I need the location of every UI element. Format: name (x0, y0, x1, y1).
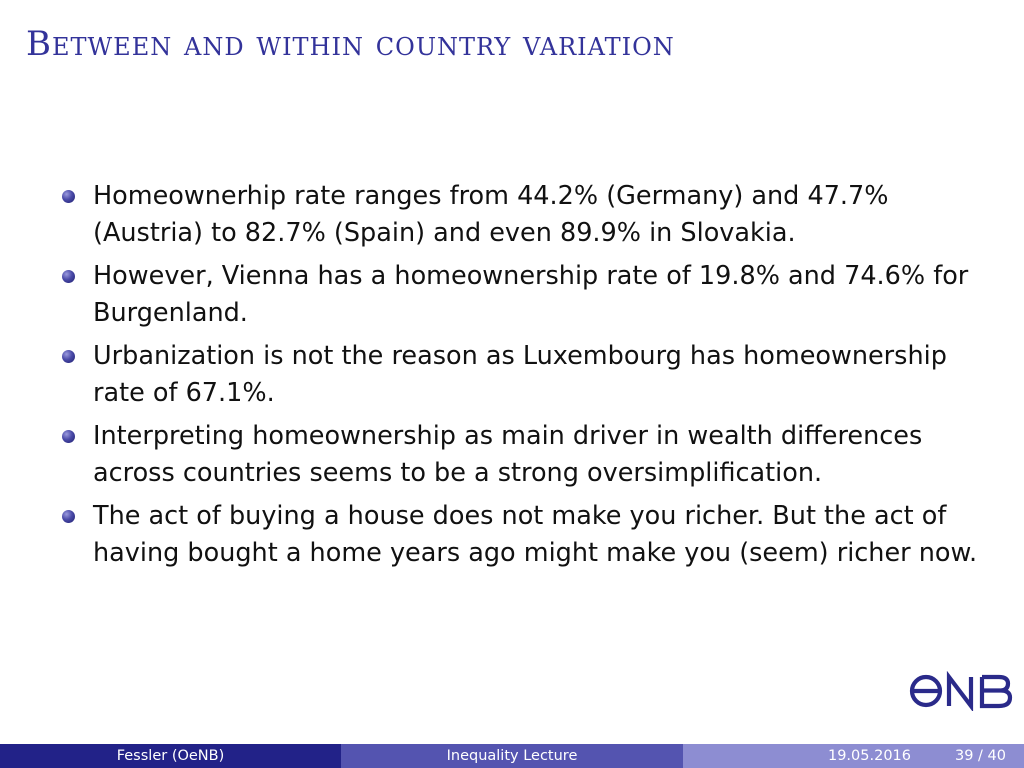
bullet-item: Homeownerhip rate ranges from 44.2% (Ger… (62, 178, 992, 252)
bullet-text: Urbanization is not the reason as Luxemb… (93, 341, 947, 408)
bullet-dot-icon (62, 270, 75, 283)
bullet-item: Urbanization is not the reason as Luxemb… (62, 338, 992, 412)
page-number: 39 / 40 (954, 748, 1006, 764)
footer-date: 19.05.2016 (827, 748, 911, 764)
bullet-item: Interpreting homeownership as main drive… (62, 418, 992, 492)
footer-lecture-title: Inequality Lecture (341, 744, 683, 768)
slide-title: Between and within country variation (26, 24, 675, 64)
bullet-text: The act of buying a house does not make … (93, 501, 978, 568)
bullet-text: Interpreting homeownership as main drive… (93, 421, 923, 488)
bullet-dot-icon (62, 510, 75, 523)
bullet-dot-icon (62, 350, 75, 363)
bullet-text: However, Vienna has a homeownership rate… (93, 261, 969, 328)
bullet-item: However, Vienna has a homeownership rate… (62, 258, 992, 332)
onb-logo-icon (909, 671, 1013, 711)
bullet-dot-icon (62, 190, 75, 203)
bullet-text: Homeownerhip rate ranges from 44.2% (Ger… (93, 181, 889, 248)
footer-bar: Fessler (OeNB) Inequality Lecture 19.05.… (0, 744, 1024, 768)
footer-right-section: 19.05.2016 39 / 40 (683, 744, 1024, 768)
bullet-dot-icon (62, 430, 75, 443)
footer-author: Fessler (OeNB) (0, 744, 341, 768)
bullet-item: The act of buying a house does not make … (62, 498, 992, 572)
bullet-list: Homeownerhip rate ranges from 44.2% (Ger… (62, 178, 992, 578)
